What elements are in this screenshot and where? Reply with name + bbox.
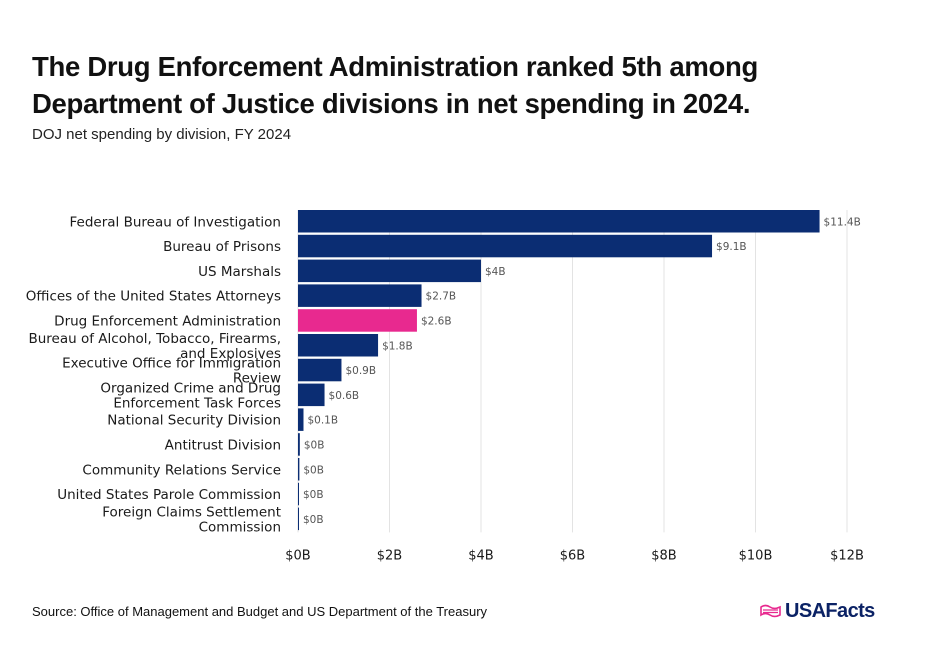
bar [298, 383, 325, 407]
value-label: $0.1B [307, 415, 338, 427]
value-label: $0B [304, 439, 325, 451]
category-label: Bureau of Alcohol, Tobacco, Firearms, and… [28, 331, 281, 362]
category-label: Community Relations Service [82, 462, 281, 478]
brand-name: USAFacts [785, 600, 875, 622]
value-label: $9.1B [716, 241, 747, 253]
value-labels: $11.4B $9.1B $4B $2.7B $2.6B $1.8B $0.9B $0.6B $… [303, 216, 861, 526]
category-label: Bureau of Prisons [163, 239, 281, 255]
x-tick-label: $6B [560, 548, 585, 563]
bars [298, 210, 820, 531]
category-label: Antitrust Division [165, 437, 281, 453]
x-tick-label: $4B [468, 548, 493, 563]
x-axis-tick-labels: $0B $2B $4B $6B $8B $10B $12B [285, 548, 864, 563]
value-label: $4B [485, 266, 506, 278]
usafacts-flag-icon [760, 604, 781, 617]
chart-subtitle: DOJ net spending by division, FY 2024 [32, 126, 292, 143]
value-label: $0B [303, 464, 324, 476]
value-label: $2.7B [426, 291, 457, 303]
category-label: National Security Division [107, 413, 281, 429]
category-label: Executive Office for Immigration Review [62, 356, 281, 387]
category-labels: Federal Bureau of Investigation Bureau of… [26, 214, 281, 535]
bar [298, 259, 481, 283]
bar [298, 358, 342, 382]
category-label: United States Parole Commission [57, 487, 281, 503]
source-note: Source: Office of Management and Budget … [32, 604, 488, 619]
value-label: $0.9B [345, 365, 376, 377]
value-label: $2.6B [421, 315, 452, 327]
x-tick-label: $10B [739, 548, 773, 563]
bar [298, 334, 379, 357]
x-tick-label: $8B [651, 548, 676, 563]
value-label: $0B [303, 514, 324, 526]
bar [298, 210, 820, 233]
bar-highlight [298, 309, 417, 332]
bar [298, 284, 422, 307]
x-tick-label: $2B [377, 548, 402, 563]
value-label: $0B [303, 489, 324, 501]
value-label: $11.4B [824, 216, 861, 228]
category-label: Drug Enforcement Administration [54, 313, 281, 329]
category-label: Foreign Claims Settlement Commission [102, 504, 281, 535]
category-label: Offices of the United States Attorneys [26, 289, 281, 305]
value-label: $0.6B [329, 390, 360, 402]
gridlines [297, 210, 848, 533]
category-label: Federal Bureau of Investigation [70, 214, 282, 230]
chart-title: The Drug Enforcement Administration rank… [32, 51, 758, 119]
x-tick-label: $0B [285, 548, 310, 563]
bar [298, 482, 299, 506]
category-label: US Marshals [198, 264, 281, 280]
bar [298, 458, 300, 481]
bar [298, 433, 300, 456]
bar [298, 234, 713, 258]
category-label: Organized Crime and Drug Enforcement Task… [100, 380, 281, 411]
value-label: $1.8B [382, 340, 413, 352]
x-tick-label: $12B [830, 548, 864, 563]
usafacts-logo: USAFacts [760, 600, 875, 623]
bar [298, 507, 299, 531]
bar [298, 408, 304, 431]
